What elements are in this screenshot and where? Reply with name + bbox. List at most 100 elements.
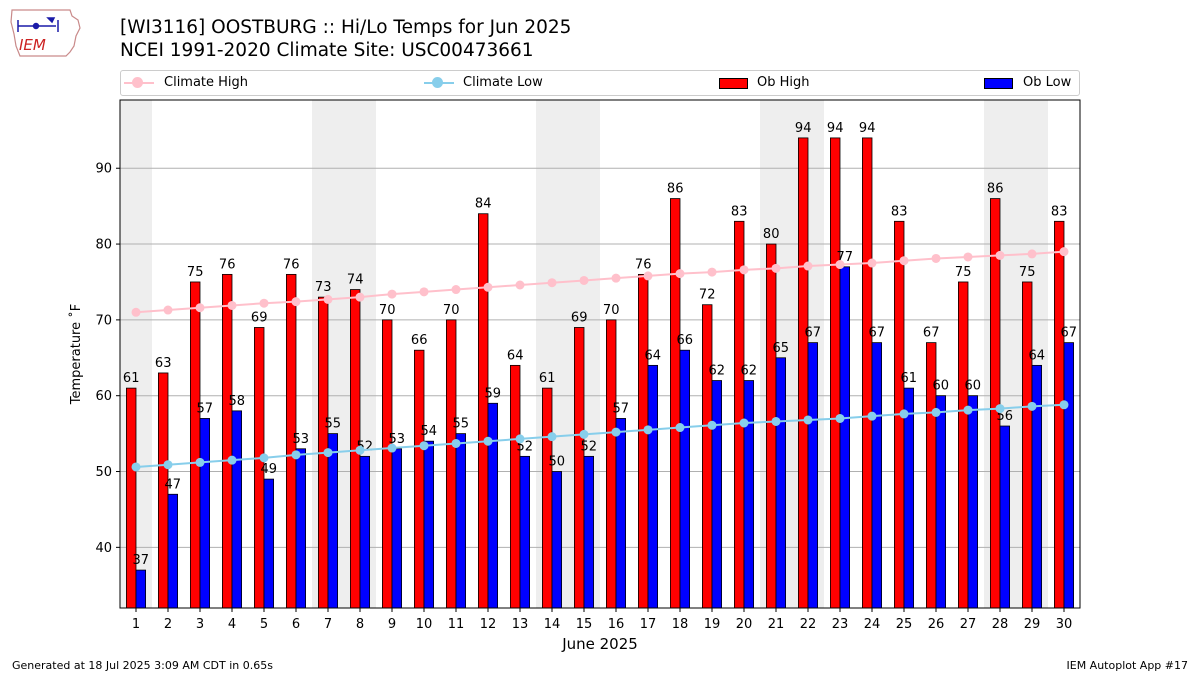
ob-high-label: 75 (1019, 265, 1036, 280)
ob-high-label: 76 (283, 257, 300, 272)
x-tick-label: 25 (896, 617, 913, 632)
climate-high-point (419, 287, 429, 297)
ob-low-label: 64 (645, 348, 662, 363)
x-tick-label: 1 (132, 617, 140, 632)
ob-low-label: 66 (677, 333, 694, 348)
ob-low-label: 57 (197, 401, 214, 416)
ob-low-bar (935, 395, 947, 609)
x-tick-label: 2 (164, 617, 172, 632)
ob-low-label: 67 (805, 326, 822, 341)
ob-high-bar (381, 319, 393, 609)
x-tick-label: 18 (672, 617, 689, 632)
weather-station-icon (17, 17, 59, 32)
climate-high-point (995, 250, 1005, 260)
legend-label: Ob High (757, 75, 810, 90)
ob-high-label: 69 (251, 310, 268, 325)
climate-high-point (451, 285, 461, 295)
ob-low-bar (711, 380, 723, 609)
ob-high-bar (477, 213, 489, 609)
x-tick-label: 23 (832, 617, 849, 632)
ob-low-label: 54 (421, 424, 438, 439)
ob-low-bar (743, 380, 755, 609)
ob-high-label: 72 (699, 288, 716, 303)
ob-high-bar (638, 273, 649, 609)
climate-low-point (227, 455, 237, 465)
ob-low-label: 65 (773, 341, 790, 356)
ob-low-bar (839, 266, 851, 609)
x-tick-label: 10 (416, 617, 433, 632)
x-tick-label: 16 (608, 617, 625, 632)
ob-high-label: 86 (987, 182, 1004, 197)
x-tick-label: 27 (960, 617, 977, 632)
x-tick-label: 22 (800, 617, 817, 632)
ob-high-label: 86 (667, 182, 684, 197)
legend-label: Climate High (164, 75, 249, 90)
ob-low-bar (775, 357, 787, 609)
climate-high-dot-icon (132, 77, 143, 88)
climate-low-point (899, 409, 909, 419)
climate-low-point (195, 457, 205, 467)
ob-high-bar (958, 281, 969, 609)
climate-high-point (291, 297, 301, 307)
climate-low-dot-icon (432, 77, 443, 88)
climate-high-point (387, 289, 397, 299)
footer-app-id: IEM Autoplot App #17 (1066, 659, 1189, 672)
ob-low-bar (583, 455, 595, 609)
ob-low-bar (359, 455, 371, 609)
x-tick-label: 17 (640, 617, 657, 632)
ob-low-bar (231, 410, 242, 609)
x-tick-label: 19 (704, 617, 721, 632)
ob-high-label: 61 (539, 371, 556, 386)
ob-high-label: 83 (891, 204, 908, 219)
ob-low-bar (135, 569, 146, 609)
ob-high-label: 64 (507, 348, 524, 363)
climate-low-point (1059, 400, 1069, 410)
ob-low-label: 49 (261, 462, 278, 477)
ob-high-label: 70 (603, 303, 620, 318)
x-tick-label: 14 (544, 617, 561, 632)
ob-high-bar (445, 319, 457, 609)
ob-high-bar (126, 387, 137, 609)
ob-low-bar (423, 440, 435, 609)
climate-low-point (643, 425, 653, 435)
ob-low-label: 57 (613, 401, 630, 416)
ob-low-bar (1031, 364, 1042, 609)
ob-high-bar (830, 137, 841, 609)
climate-low-point (739, 418, 749, 428)
climate-high-point (771, 263, 781, 273)
climate-low-point (291, 450, 301, 460)
ob-high-swatch-icon (719, 78, 748, 89)
ob-low-label: 67 (1061, 326, 1078, 341)
ob-low-label: 53 (389, 432, 406, 447)
climate-high-point (323, 294, 333, 304)
ob-low-bar (967, 395, 979, 609)
ob-high-label: 70 (379, 303, 396, 318)
climate-low-point (131, 462, 141, 472)
climate-high-point (483, 282, 493, 292)
climate-high-point (899, 256, 909, 266)
x-tick-label: 5 (260, 617, 268, 632)
ob-low-bar (455, 433, 467, 609)
climate-high-point (739, 265, 749, 275)
climate-low-point (323, 448, 333, 458)
ob-low-bar (263, 478, 275, 609)
ob-high-label: 76 (219, 257, 236, 272)
climate-low-point (707, 420, 717, 430)
y-tick-label: 60 (95, 389, 112, 404)
ob-high-bar (606, 319, 617, 609)
climate-low-point (771, 416, 781, 426)
ob-low-label: 55 (325, 417, 342, 432)
climate-low-point (579, 429, 589, 439)
x-tick-label: 24 (864, 617, 881, 632)
climate-low-point (803, 415, 813, 425)
ob-high-label: 94 (859, 121, 876, 136)
climate-low-point (387, 443, 397, 453)
climate-low-point (835, 413, 845, 423)
ob-low-bar (199, 418, 210, 609)
climate-low-point (995, 404, 1005, 414)
ob-low-bar (487, 402, 499, 609)
climate-high-point (611, 273, 621, 283)
ob-high-bar (189, 281, 201, 609)
ob-high-bar (1022, 281, 1033, 609)
ob-low-bar (615, 418, 627, 609)
